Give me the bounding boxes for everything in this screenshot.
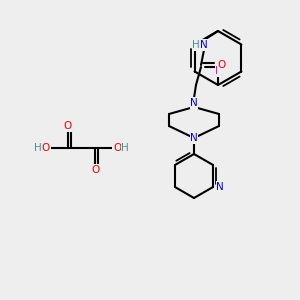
Text: O: O bbox=[113, 143, 121, 153]
Text: N: N bbox=[190, 133, 198, 143]
Text: O: O bbox=[42, 143, 50, 153]
Text: N: N bbox=[200, 40, 208, 50]
Text: H: H bbox=[121, 143, 129, 153]
Text: N: N bbox=[216, 182, 224, 192]
Text: H: H bbox=[192, 40, 200, 50]
Text: H: H bbox=[34, 143, 42, 153]
Text: N: N bbox=[190, 98, 198, 108]
Text: O: O bbox=[218, 60, 226, 70]
Text: F: F bbox=[215, 66, 221, 76]
Text: O: O bbox=[64, 121, 72, 131]
Text: O: O bbox=[91, 165, 99, 175]
